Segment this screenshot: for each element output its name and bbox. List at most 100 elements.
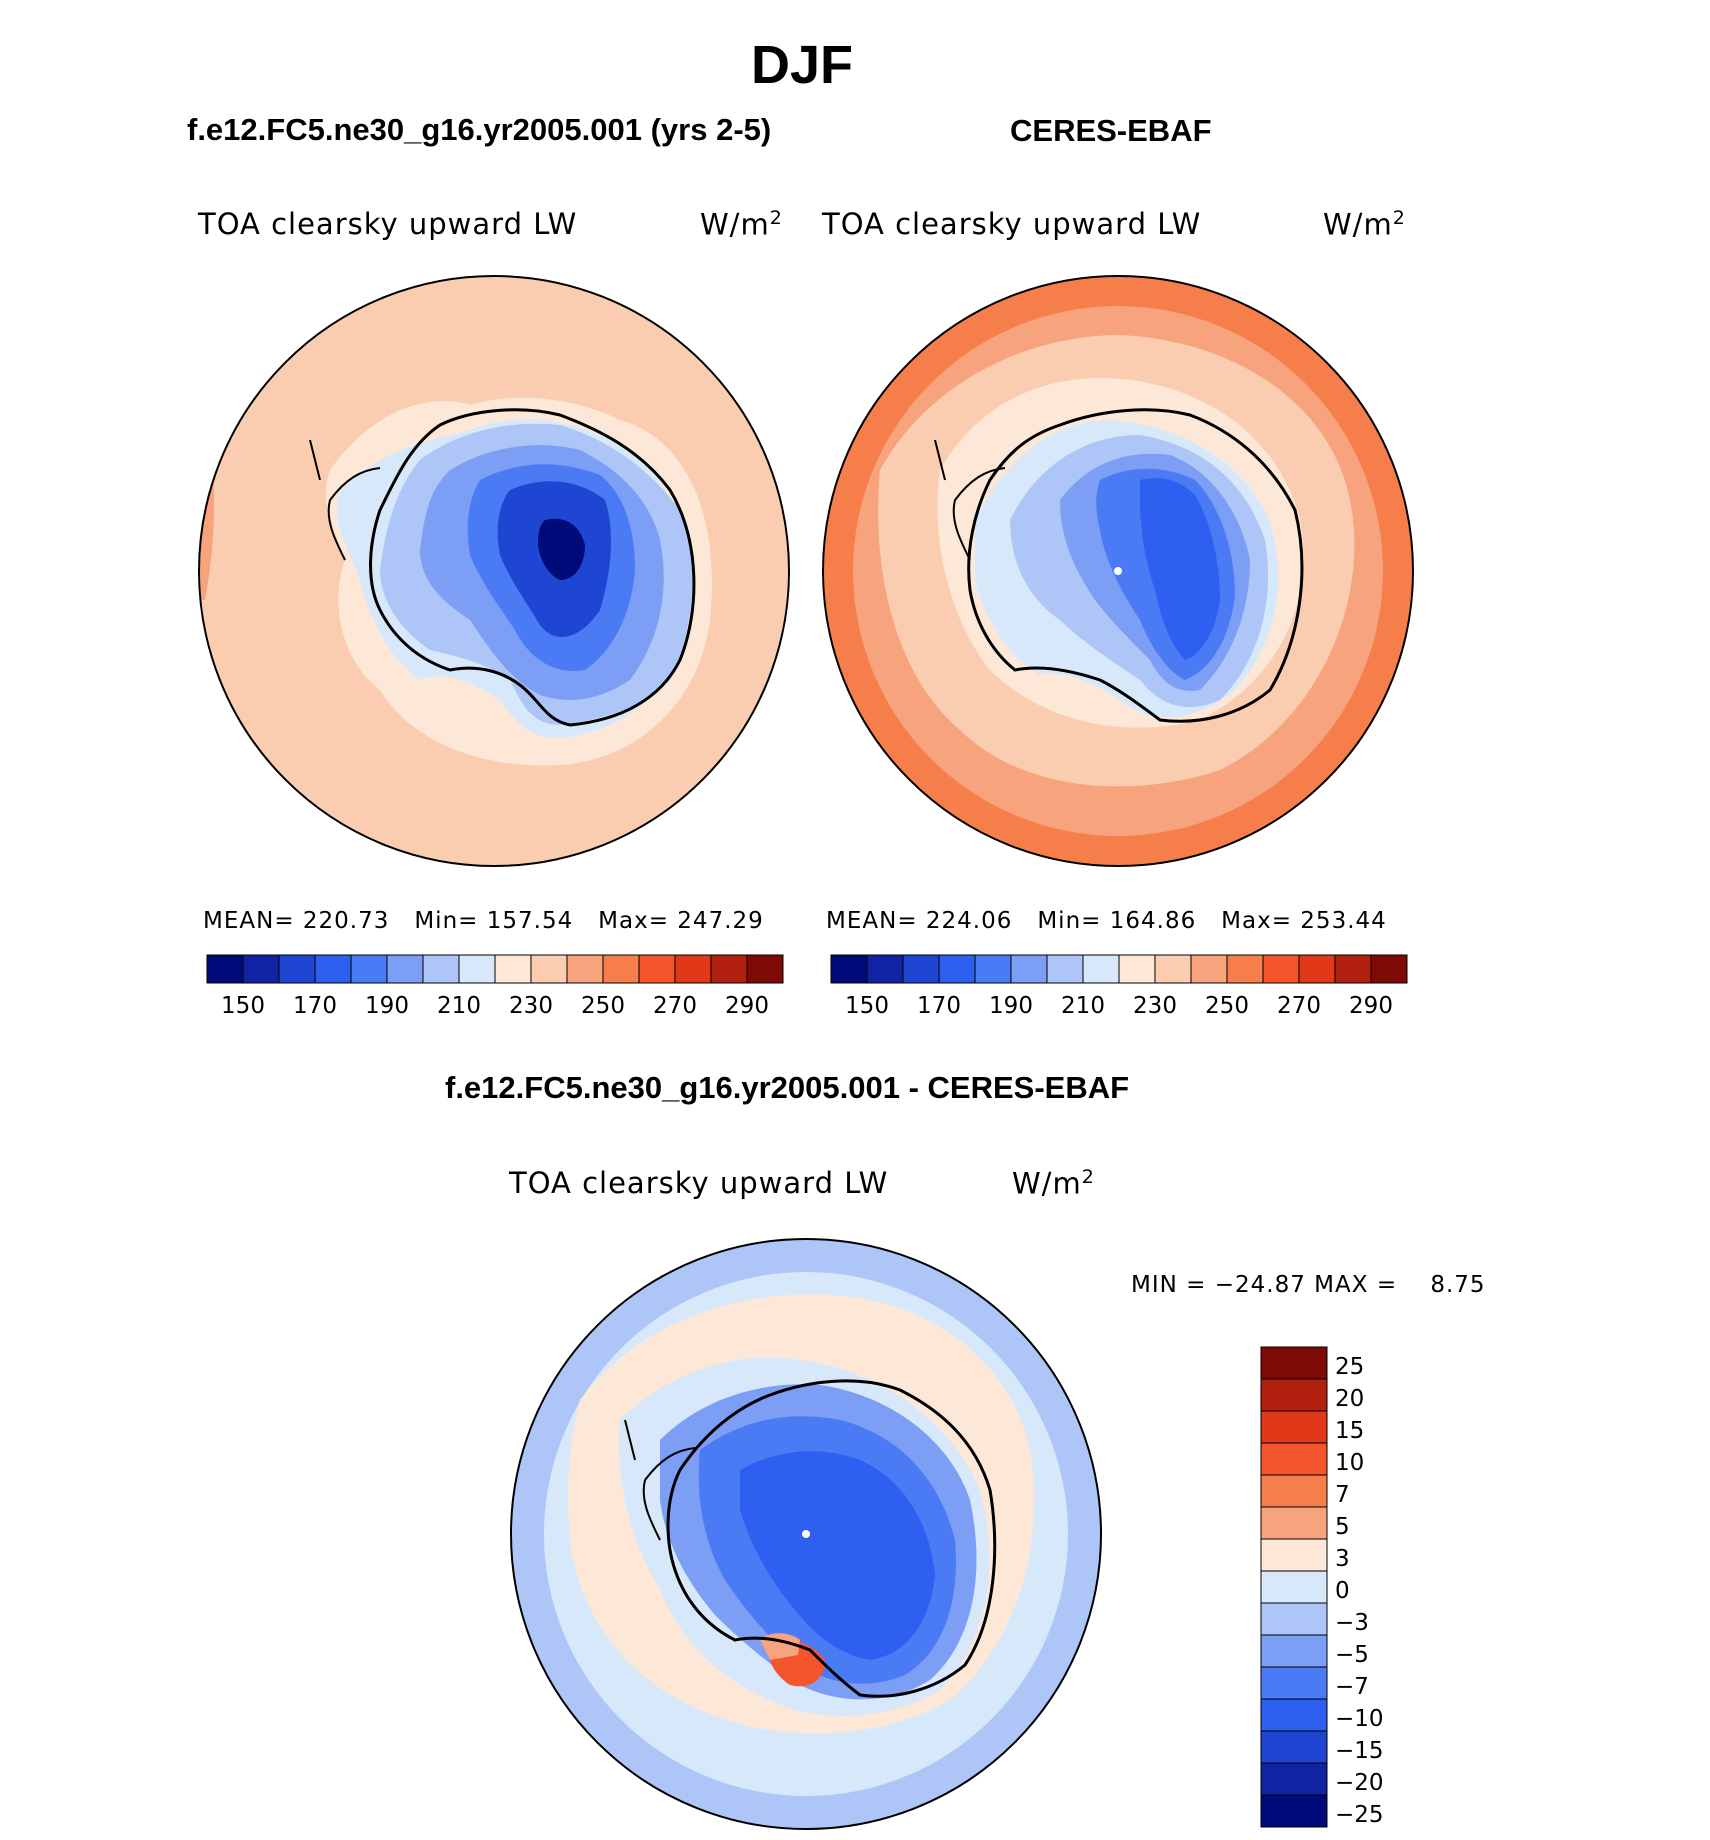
diff-colorbar-box-3 xyxy=(1260,1442,1328,1476)
right-colorbar-tick-label: 170 xyxy=(917,993,961,1019)
left-colorbar-box-13 xyxy=(674,954,712,984)
right-units-sup: 2 xyxy=(1392,207,1406,229)
diff-units-sup: 2 xyxy=(1081,1166,1095,1188)
left-colorbar-box-2 xyxy=(278,954,316,984)
left-coastline xyxy=(369,408,696,727)
right-colorbar-box-10 xyxy=(1190,954,1228,984)
left-mean-value: 220.73 xyxy=(302,908,390,934)
left-colorbar-tick-label: 230 xyxy=(509,993,553,1019)
right-colorbar-box-1 xyxy=(866,954,904,984)
diff-colorbar-tick-label: −5 xyxy=(1335,1642,1369,1668)
left-colorbar-box-10 xyxy=(566,954,604,984)
left-units-sup: 2 xyxy=(769,207,783,229)
right-colorbar-tick-label: 290 xyxy=(1349,993,1393,1019)
left-colorbar-box-9 xyxy=(530,954,568,984)
diff-colorbar-tick-label: −25 xyxy=(1335,1802,1384,1828)
diff-colorbar-tick-label: 7 xyxy=(1335,1482,1350,1508)
figure-title: DJF xyxy=(750,35,853,95)
diff-colorbar-tick-label: 25 xyxy=(1335,1354,1364,1380)
right-peninsula xyxy=(934,439,1006,561)
diff-map xyxy=(511,1239,1101,1829)
left-colorbar-tick-label: 170 xyxy=(293,993,337,1019)
right-colorbar-box-14 xyxy=(1334,954,1372,984)
diff-colorbar-box-11 xyxy=(1260,1698,1328,1732)
left-colorbar-box-1 xyxy=(242,954,280,984)
diff-colorbar-box-13 xyxy=(1260,1762,1328,1796)
right-colorbar-box-4 xyxy=(974,954,1012,984)
left-ice-sheet-min xyxy=(538,518,585,580)
left-colorbar: 150 170 190 210 230 250 270 290 xyxy=(206,954,784,1019)
left-units-text: W/m xyxy=(700,207,770,242)
left-colorbar-box-15 xyxy=(746,954,784,984)
right-mean-label: MEAN= xyxy=(826,908,918,934)
right-coastline xyxy=(967,408,1304,723)
left-units: W/m2 xyxy=(700,207,783,242)
left-colorbar-box-3 xyxy=(314,954,352,984)
left-colorbar-tick-label: 150 xyxy=(221,993,265,1019)
right-map xyxy=(823,276,1413,866)
diff-panel-title: f.e12.FC5.ne30_g16.yr2005.001 - CERES-EB… xyxy=(445,1070,1130,1105)
diff-colorbar-tick-label: 10 xyxy=(1335,1450,1364,1476)
left-colorbar-box-12 xyxy=(638,954,676,984)
diff-colorbar-box-7 xyxy=(1260,1570,1328,1604)
right-colorbar-box-0 xyxy=(830,954,868,984)
left-map xyxy=(199,276,789,866)
right-colorbar: 150 170 190 210 230 250 270 290 xyxy=(830,954,1408,1019)
diff-pole-dot xyxy=(802,1530,810,1538)
diff-colorbar-box-8 xyxy=(1260,1602,1328,1636)
left-colorbar-box-14 xyxy=(710,954,748,984)
right-colorbar-box-3 xyxy=(938,954,976,984)
diff-units: W/m2 xyxy=(1012,1166,1095,1201)
right-units-text: W/m xyxy=(1323,207,1393,242)
diff-colorbar-box-6 xyxy=(1260,1538,1328,1572)
diff-min-value: −24.87 xyxy=(1214,1272,1306,1298)
diff-coastline xyxy=(666,1379,997,1698)
diff-colorbar-box-5 xyxy=(1260,1506,1328,1540)
right-panel-title: CERES-EBAF xyxy=(1010,113,1212,148)
diff-colorbar-tick-label: 0 xyxy=(1335,1578,1350,1604)
left-colorbar-box-7 xyxy=(458,954,496,984)
left-field-name: TOA clearsky upward LW xyxy=(198,207,578,241)
diff-min-label: MIN = xyxy=(1131,1272,1207,1298)
left-max-value: 247.29 xyxy=(677,908,764,934)
diff-map-border xyxy=(510,1238,1102,1830)
diff-colorbar-tick-label: −3 xyxy=(1335,1610,1369,1636)
diff-colorbar-box-1 xyxy=(1260,1378,1328,1412)
right-map-border xyxy=(822,275,1414,867)
left-peninsula xyxy=(309,439,381,561)
left-min-value: 157.54 xyxy=(486,908,574,934)
right-colorbar-box-5 xyxy=(1010,954,1048,984)
right-max-label: Max= xyxy=(1221,908,1292,934)
right-colorbar-tick-label: 230 xyxy=(1133,993,1177,1019)
right-colorbar-box-13 xyxy=(1298,954,1336,984)
diff-colorbar-tick-label: −20 xyxy=(1335,1770,1384,1796)
diff-colorbar-tick-label: −7 xyxy=(1335,1674,1369,1700)
left-colorbar-box-6 xyxy=(422,954,460,984)
right-colorbar-box-8 xyxy=(1118,954,1156,984)
right-colorbar-box-15 xyxy=(1370,954,1408,984)
diff-colorbar-tick-label: 5 xyxy=(1335,1514,1350,1540)
diff-max-value: 8.75 xyxy=(1430,1272,1486,1298)
diff-colorbar-box-0 xyxy=(1260,1346,1328,1380)
diff-ice-inner xyxy=(740,1451,935,1660)
left-colorbar-box-11 xyxy=(602,954,640,984)
left-colorbar-box-5 xyxy=(386,954,424,984)
diff-field-name: TOA clearsky upward LW xyxy=(509,1166,889,1200)
right-colorbar-tick-label: 250 xyxy=(1205,993,1249,1019)
right-colorbar-box-9 xyxy=(1154,954,1192,984)
left-colorbar-tick-label: 270 xyxy=(653,993,697,1019)
left-colorbar-box-0 xyxy=(206,954,244,984)
diff-colorbar: 25 20 15 10 7 5 3 0 −3 −5 −7 −10 −15 −20 −25 xyxy=(1260,1346,1384,1828)
left-min-label: Min= xyxy=(414,908,479,934)
right-colorbar-box-2 xyxy=(902,954,940,984)
right-stats: MEAN= 224.06 Min= 164.86 Max= 253.44 xyxy=(826,908,1387,934)
right-colorbar-tick-label: 190 xyxy=(989,993,1033,1019)
diff-colorbar-tick-label: 15 xyxy=(1335,1418,1364,1444)
right-pole-dot xyxy=(1114,567,1122,575)
right-colorbar-box-12 xyxy=(1262,954,1300,984)
left-stats: MEAN= 220.73 Min= 157.54 Max= 247.29 xyxy=(203,908,764,934)
left-panel-title: f.e12.FC5.ne30_g16.yr2005.001 (yrs 2-5) xyxy=(187,112,772,147)
right-colorbar-box-6 xyxy=(1046,954,1084,984)
left-map-border xyxy=(198,275,790,867)
